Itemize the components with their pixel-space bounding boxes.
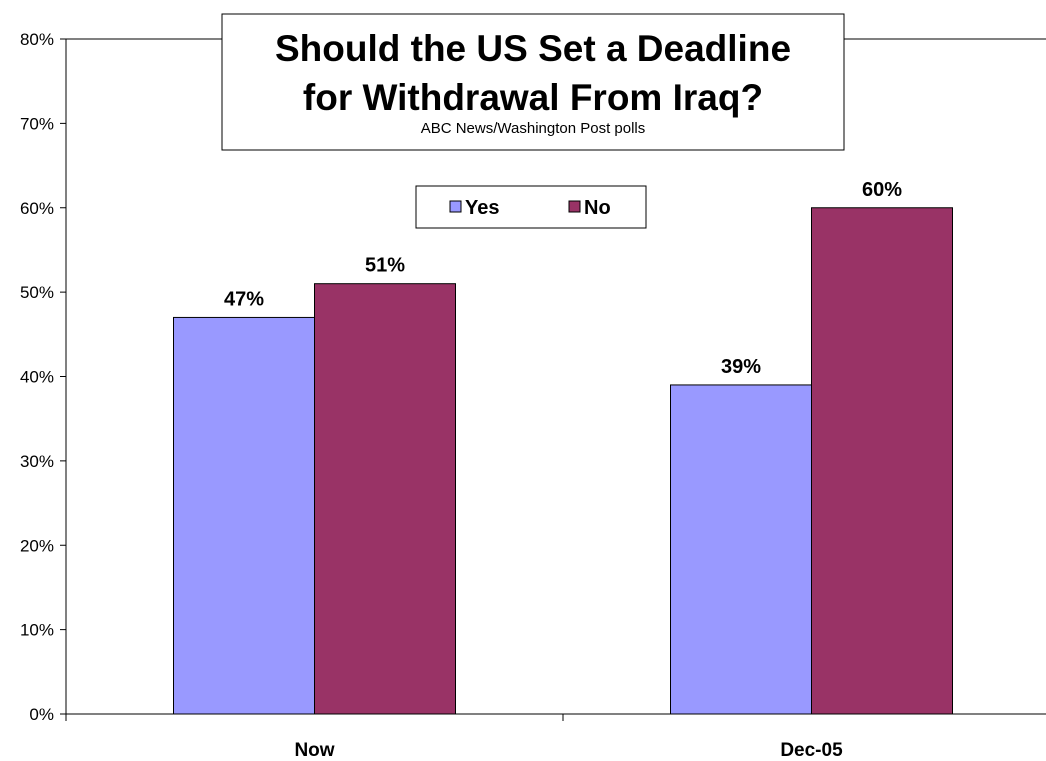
data-label: 47% — [224, 288, 264, 310]
y-tick-label: 20% — [20, 536, 54, 555]
data-label: 39% — [721, 356, 761, 378]
y-tick-label: 30% — [20, 452, 54, 471]
y-tick-label: 50% — [20, 283, 54, 302]
bar-yes-dec-05 — [670, 384, 812, 715]
legend-label-yes: Yes — [465, 197, 499, 219]
y-tick-label: 70% — [20, 114, 54, 133]
data-label: 51% — [365, 255, 405, 277]
x-category-label: Now — [294, 740, 334, 761]
x-category-label: Dec-05 — [780, 740, 843, 761]
legend-swatch-no — [568, 200, 581, 213]
title-box: Should the US Set a Deadline for Withdra… — [221, 13, 845, 151]
y-tick-label: 0% — [29, 705, 54, 724]
legend-swatch-yes — [449, 200, 462, 213]
legend: Yes No — [415, 185, 647, 229]
bar-yes-now — [173, 316, 315, 715]
chart-title-line1: Should the US Set a Deadline — [275, 28, 791, 69]
y-tick-label: 60% — [20, 199, 54, 218]
y-tick-label: 40% — [20, 368, 54, 387]
data-label: 60% — [862, 179, 902, 201]
bars — [173, 207, 953, 715]
chart-subtitle: ABC News/Washington Post polls — [421, 120, 646, 137]
value-labels: 47% 51% 39% 60% — [224, 179, 902, 378]
legend-label-no: No — [584, 197, 611, 219]
y-tick-label: 10% — [20, 621, 54, 640]
y-tick-label: 80% — [20, 30, 54, 49]
bar-no-now — [314, 283, 456, 715]
chart-title-line2: for Withdrawal From Iraq? — [303, 77, 763, 118]
bar-no-dec-05 — [811, 207, 953, 715]
